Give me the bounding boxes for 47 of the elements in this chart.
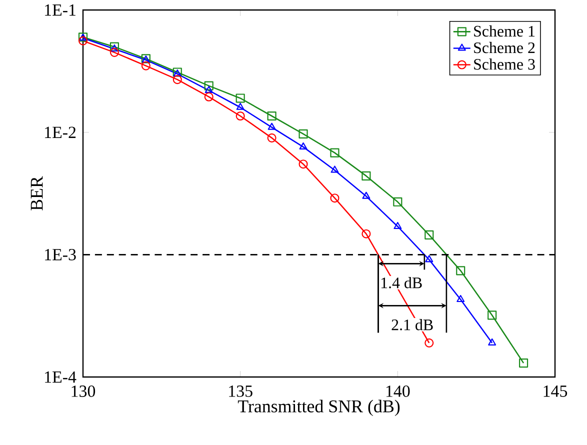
point bbox=[330, 148, 340, 158]
y-tick-label: 1E-1 bbox=[45, 4, 76, 16]
point bbox=[298, 160, 308, 169]
point bbox=[78, 36, 88, 46]
point bbox=[425, 255, 434, 262]
annotation: 1.4 dB bbox=[381, 277, 422, 288]
point bbox=[298, 129, 308, 138]
x-tick-label: 135 bbox=[229, 386, 252, 397]
point bbox=[456, 294, 465, 302]
point bbox=[268, 122, 276, 130]
point bbox=[299, 142, 308, 150]
point bbox=[393, 197, 402, 206]
point bbox=[362, 171, 371, 180]
legend-label: Scheme 2 bbox=[474, 42, 535, 54]
y-tick-label: 1E-4 bbox=[45, 371, 76, 383]
point bbox=[172, 75, 182, 84]
point bbox=[110, 48, 120, 57]
point bbox=[141, 61, 150, 70]
point bbox=[236, 94, 245, 103]
x-tick-label: 140 bbox=[386, 386, 410, 397]
point bbox=[424, 230, 434, 240]
x-axis-title: Transmitted SNR (dB) bbox=[238, 400, 400, 416]
point bbox=[204, 86, 213, 93]
y-tick-label: 1E-3 bbox=[45, 248, 76, 260]
point bbox=[267, 111, 276, 121]
point bbox=[204, 92, 214, 102]
legend-label: Scheme 1 bbox=[474, 25, 535, 37]
point bbox=[519, 358, 528, 368]
point bbox=[362, 192, 370, 199]
point bbox=[424, 338, 434, 348]
point bbox=[236, 102, 244, 110]
point bbox=[236, 111, 245, 121]
point bbox=[456, 266, 466, 276]
x-tick-label: 130 bbox=[72, 386, 96, 397]
point bbox=[394, 222, 402, 230]
legend-label: Scheme 3 bbox=[474, 58, 535, 70]
point bbox=[204, 81, 214, 90]
point bbox=[362, 229, 371, 238]
point bbox=[330, 194, 340, 203]
y-tick-label: 1E-2 bbox=[45, 126, 76, 138]
point bbox=[488, 338, 496, 346]
point bbox=[267, 133, 276, 142]
y-axis-title: BER bbox=[30, 176, 43, 210]
point bbox=[488, 310, 497, 320]
annotation: 2.1 dB bbox=[392, 319, 433, 330]
point bbox=[330, 166, 339, 173]
x-tick-label: 145 bbox=[544, 386, 568, 397]
